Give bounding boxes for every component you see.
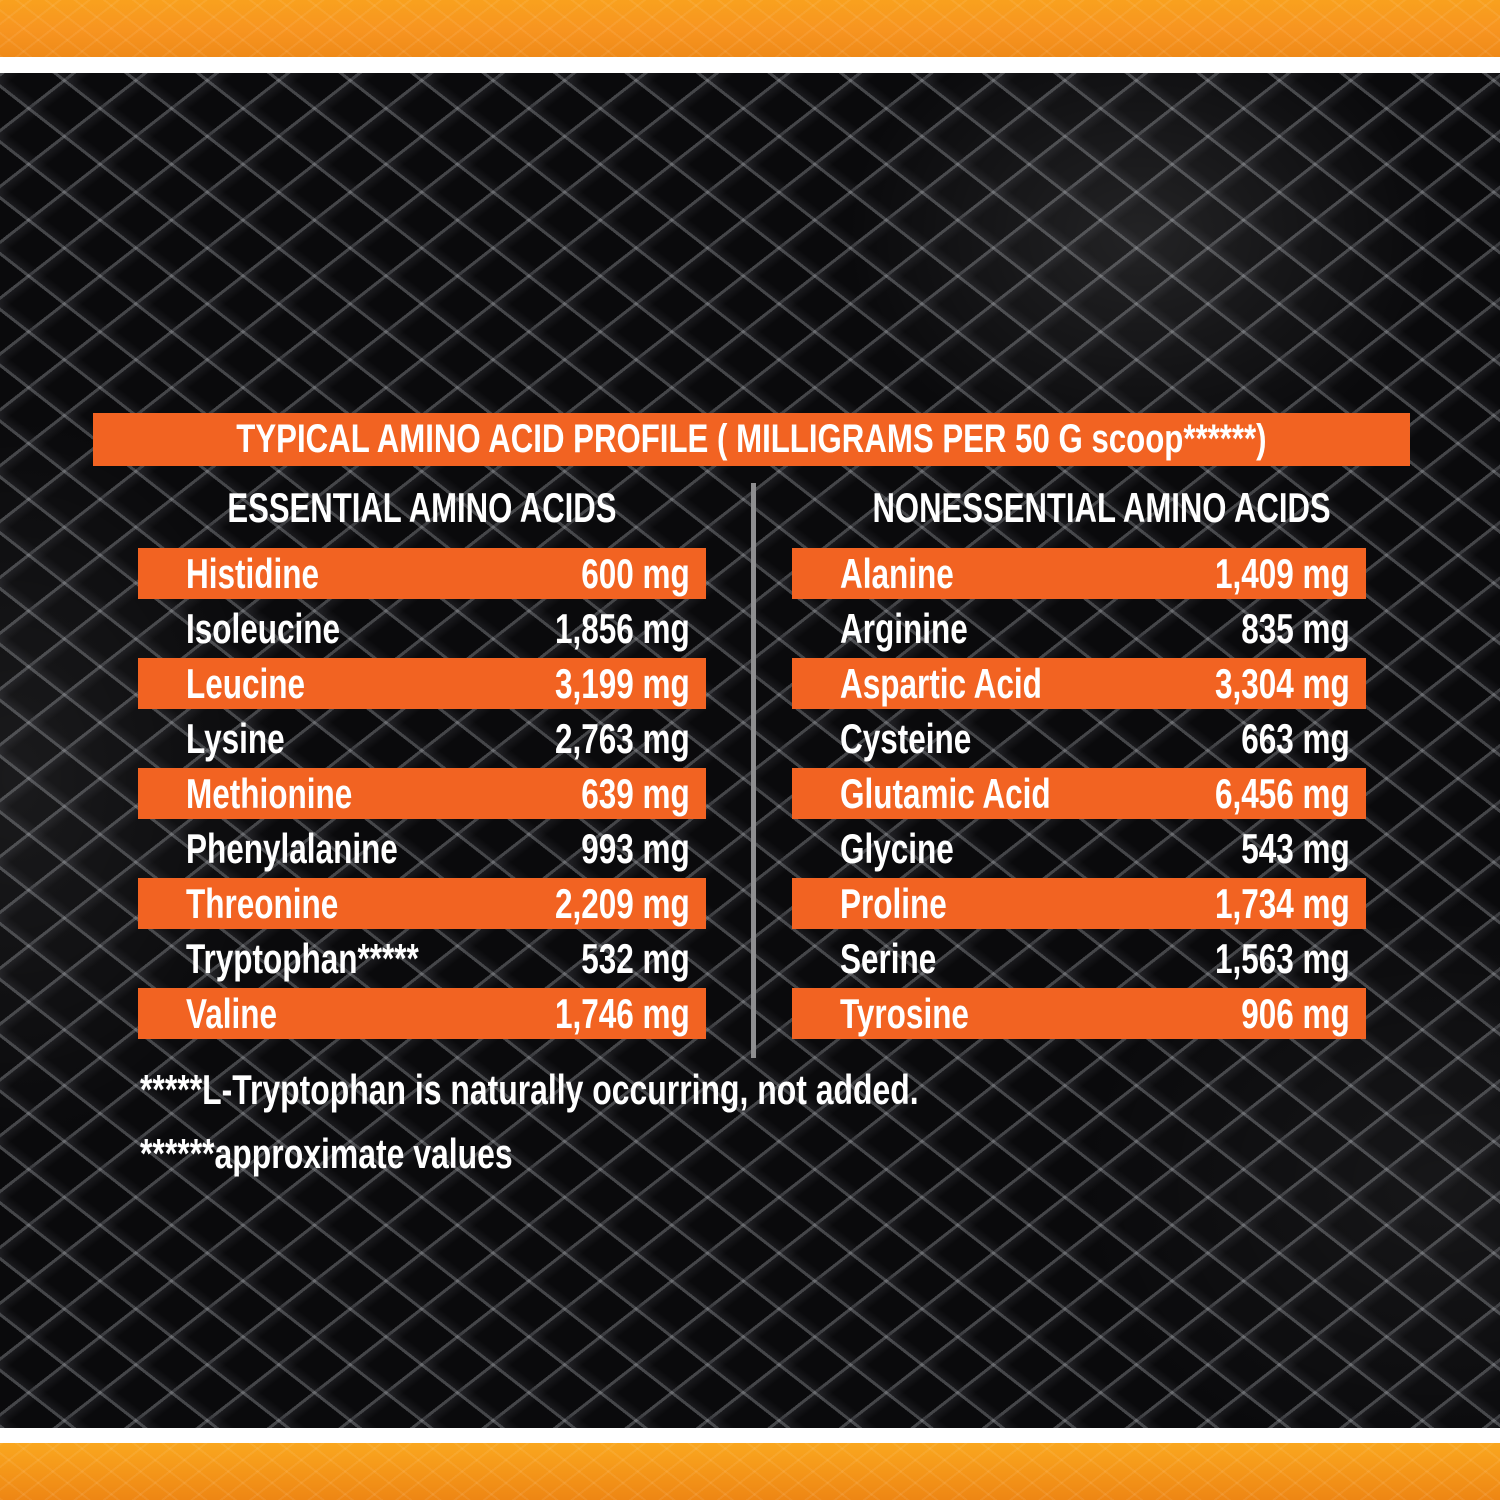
top-white-separator [0,57,1500,73]
amino-acid-amount: 2,209 mg [555,879,690,927]
amino-acid-amount: 3,304 mg [1215,659,1350,707]
amino-acid-name: Threonine [186,879,339,927]
table-row: Histidine 600 mg [138,548,706,599]
table-row: Lysine 2,763 mg [138,713,706,764]
table-row: Arginine 835 mg [792,603,1366,654]
amino-acid-name: Glutamic Acid [840,769,1051,817]
table-row: Glutamic Acid 6,456 mg [792,768,1366,819]
amino-acid-amount: 600 mg [581,549,690,597]
amino-acid-amount: 1,856 mg [555,604,690,652]
column-divider [751,483,756,1058]
amino-acid-amount: 3,199 mg [555,659,690,707]
essential-column-header-label: ESSENTIAL AMINO ACIDS [227,484,617,531]
amino-acid-name: Proline [840,879,947,927]
amino-acid-amount: 1,746 mg [555,989,690,1037]
amino-acid-name: Histidine [186,549,320,597]
table-row: Cysteine 663 mg [792,713,1366,764]
nonessential-column-header-label: NONESSENTIAL AMINO ACIDS [872,484,1331,531]
table-row: Glycine 543 mg [792,823,1366,874]
amino-acid-name: Arginine [840,604,968,652]
table-row: Methionine 639 mg [138,768,706,819]
amino-acid-amount: 993 mg [581,824,690,872]
amino-acid-name: Serine [840,934,937,982]
amino-acid-amount: 639 mg [581,769,690,817]
amino-acid-name: Alanine [840,549,954,597]
amino-acid-name: Tyrosine [840,989,969,1037]
table-row: Aspartic Acid 3,304 mg [792,658,1366,709]
amino-acid-amount: 1,734 mg [1215,879,1350,927]
diamond-mesh-background: TYPICAL AMINO ACID PROFILE ( MILLIGRAMS … [0,73,1500,1428]
amino-acid-name: Aspartic Acid [840,659,1042,707]
amino-acid-amount: 1,563 mg [1215,934,1350,982]
amino-acid-amount: 1,409 mg [1215,549,1350,597]
table-row: Serine 1,563 mg [792,933,1366,984]
amino-acid-amount: 835 mg [1241,604,1350,652]
amino-acid-name: Isoleucine [186,604,341,652]
footnote-tryptophan-text: *****L-Tryptophan is naturally occurring… [140,1066,919,1113]
footnote-approximate-values: ******approximate values [140,1126,630,1182]
essential-column-header: ESSENTIAL AMINO ACIDS [138,485,706,531]
amino-acid-name: Glycine [840,824,954,872]
table-title: TYPICAL AMINO ACID PROFILE ( MILLIGRAMS … [236,417,1267,461]
nonessential-column-header: NONESSENTIAL AMINO ACIDS [792,485,1366,531]
table-row: Threonine 2,209 mg [138,878,706,929]
table-row: Valine 1,746 mg [138,988,706,1039]
amino-acid-amount: 906 mg [1241,989,1350,1037]
amino-acid-name: Phenylalanine [186,824,398,872]
amino-acid-amount: 543 mg [1241,824,1350,872]
table-row: Tyrosine 906 mg [792,988,1366,1039]
table-title-bar: TYPICAL AMINO ACID PROFILE ( MILLIGRAMS … [93,413,1410,466]
bottom-orange-border [0,1443,1500,1500]
amino-acid-name: Methionine [186,769,353,817]
table-row: Isoleucine 1,856 mg [138,603,706,654]
table-row: Phenylalanine 993 mg [138,823,706,874]
amino-acid-name: Cysteine [840,714,972,762]
amino-acid-name: Tryptophan***** [186,934,419,982]
amino-acid-amount: 6,456 mg [1215,769,1350,817]
table-row: Leucine 3,199 mg [138,658,706,709]
amino-acid-name: Leucine [186,659,306,707]
amino-acid-amount: 532 mg [581,934,690,982]
bottom-white-separator [0,1428,1500,1443]
table-row: Proline 1,734 mg [792,878,1366,929]
table-row: Alanine 1,409 mg [792,548,1366,599]
footnote-approximate-values-text: ******approximate values [140,1130,513,1177]
table-row: Tryptophan***** 532 mg [138,933,706,984]
nonessential-rows: Alanine 1,409 mg Arginine 835 mg Aspartic Ac… [792,548,1366,1043]
top-orange-border [0,0,1500,57]
amino-acid-name: Valine [186,989,278,1037]
footnote-tryptophan: *****L-Tryptophan is naturally occurring… [140,1062,1164,1118]
amino-acid-amount: 663 mg [1241,714,1350,762]
amino-acid-amount: 2,763 mg [555,714,690,762]
amino-acid-name: Lysine [186,714,285,762]
essential-rows: Histidine 600 mg Isoleucine 1,856 mg Leucine… [138,548,706,1043]
